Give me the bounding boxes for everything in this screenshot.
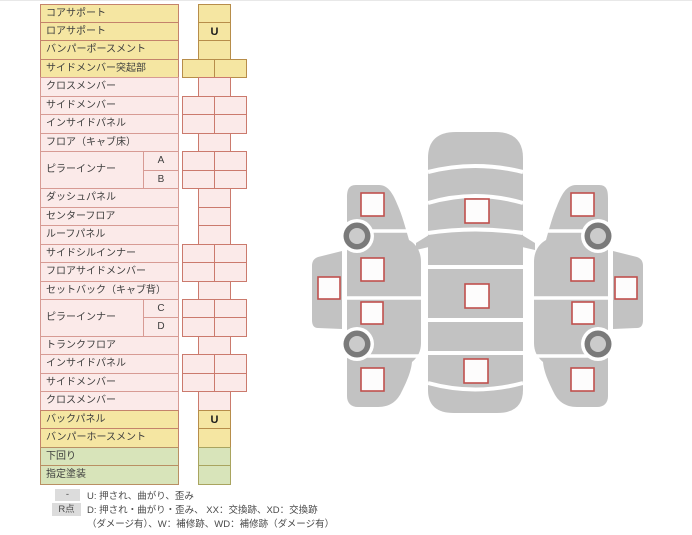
part-label: 指定塗装 [40, 465, 179, 485]
diagram-checkbox-top-front[interactable] [464, 198, 490, 224]
part-sub-label: A [143, 151, 179, 171]
part-label: 下回り [40, 446, 179, 467]
car-left-side-view [312, 185, 421, 407]
left-mirror [416, 235, 429, 250]
diagram-checkbox-left-front-door[interactable] [360, 257, 385, 282]
diagram-checkbox-left-sill[interactable] [317, 276, 341, 300]
car-top-body [428, 132, 523, 413]
front-wheel [340, 219, 374, 253]
legend-line-2: D: 押され・曲がり・歪み、 XX：交換跡、XD：交換跡 [87, 505, 318, 516]
damage-cell[interactable] [198, 465, 231, 485]
front-wheel [581, 219, 615, 253]
diagram-checkbox-top-center[interactable] [464, 283, 490, 309]
diagram-checkbox-right-rear-fender[interactable] [570, 367, 595, 392]
panel-dividers [427, 164, 524, 392]
legend-box-dash: - [55, 489, 80, 501]
diagram-checkbox-right-front-fender[interactable] [570, 192, 595, 217]
diagram-checkbox-right-front-door[interactable] [570, 257, 595, 282]
rear-wheel [340, 327, 374, 361]
car-top-view [416, 132, 535, 413]
legend-box-rpoint: R点 [52, 503, 81, 516]
diagram-checkbox-left-rear-door[interactable] [360, 301, 384, 325]
diagram-checkbox-left-rear-fender[interactable] [360, 367, 385, 392]
legend-line-1: U: 押され、曲がり、歪み [87, 491, 194, 502]
diagram-checkbox-right-rear-door[interactable] [571, 301, 595, 325]
part-label: センターフロア [40, 206, 179, 227]
top-divider [0, 0, 692, 1]
car-right-side-view [534, 185, 643, 407]
diagram-checkbox-top-rear[interactable] [463, 358, 489, 384]
rear-wheel [581, 327, 615, 361]
right-mirror [522, 235, 535, 250]
diagram-checkbox-right-sill[interactable] [614, 276, 638, 300]
legend-line-3: （ダメージ有）、W：補修跡、WD：補修跡（ダメージ有） [87, 519, 335, 530]
diagram-checkbox-left-front-fender[interactable] [360, 192, 385, 217]
